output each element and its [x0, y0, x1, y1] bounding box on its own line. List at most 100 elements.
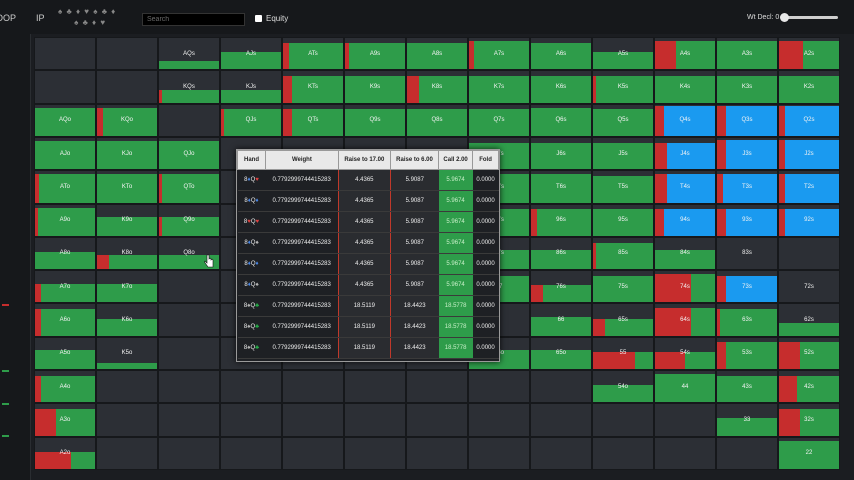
grid-cell[interactable]: 94s — [654, 203, 716, 237]
grid-cell[interactable]: QTo — [158, 170, 220, 204]
grid-cell[interactable]: AJo — [34, 136, 96, 171]
grid-cell[interactable]: 54o — [592, 370, 654, 404]
grid-cell[interactable]: 33 — [716, 403, 778, 437]
grid-cell[interactable]: 53s — [716, 336, 778, 371]
grid-cell[interactable]: 32s — [778, 403, 840, 437]
grid-cell[interactable]: A4o — [34, 370, 96, 404]
grid-cell[interactable] — [96, 370, 158, 404]
grid-cell[interactable] — [282, 436, 344, 470]
grid-cell[interactable] — [158, 270, 220, 304]
grid-cell[interactable]: 96s — [530, 203, 592, 237]
grid-cell[interactable]: K3s — [716, 70, 778, 104]
grid-cell[interactable]: AJs — [220, 37, 282, 71]
grid-cell[interactable]: 73s — [716, 270, 778, 304]
grid-cell[interactable] — [654, 436, 716, 470]
grid-cell[interactable]: K5s — [592, 70, 654, 104]
suit-filter-icons[interactable]: ♠ ♣ ♦ ♥ ♠ ♣ ♦ ♠ ♣ ♦ ♥ — [58, 7, 117, 27]
grid-cell[interactable]: A6s — [530, 37, 592, 71]
grid-cell[interactable] — [158, 403, 220, 437]
grid-cell[interactable]: T4s — [654, 170, 716, 204]
grid-cell[interactable] — [592, 403, 654, 437]
grid-cell[interactable]: 72s — [778, 270, 840, 304]
grid-cell[interactable] — [158, 370, 220, 404]
grid-cell[interactable]: 85s — [592, 236, 654, 271]
grid-cell[interactable] — [96, 403, 158, 437]
grid-cell[interactable]: 52s — [778, 336, 840, 371]
grid-cell[interactable]: K7o — [96, 270, 158, 304]
grid-cell[interactable]: 54s — [654, 336, 716, 371]
grid-cell[interactable]: J5s — [592, 136, 654, 171]
grid-cell[interactable]: KTs — [282, 70, 344, 104]
grid-cell[interactable]: K9o — [96, 203, 158, 237]
grid-cell[interactable]: T5s — [592, 170, 654, 204]
grid-cell[interactable] — [468, 436, 530, 470]
grid-cell[interactable]: K7s — [468, 70, 530, 104]
grid-cell[interactable]: Q5s — [592, 103, 654, 137]
grid-cell[interactable]: A4s — [654, 37, 716, 71]
grid-cell[interactable]: J4s — [654, 136, 716, 171]
grid-cell[interactable]: 22 — [778, 436, 840, 470]
grid-cell[interactable]: A9s — [344, 37, 406, 71]
grid-cell[interactable]: 65s — [592, 303, 654, 337]
grid-cell[interactable] — [654, 403, 716, 437]
grid-cell[interactable]: AQo — [34, 103, 96, 137]
table-row[interactable]: 8♠Q♣ 0.7792999744415283 18.5119 18.4423 18.5… — [237, 337, 499, 359]
grid-cell[interactable]: J6s — [530, 136, 592, 171]
grid-cell[interactable]: 93s — [716, 203, 778, 237]
grid-cell[interactable]: 84s — [654, 236, 716, 271]
grid-cell[interactable]: Q7s — [468, 103, 530, 137]
grid-cell[interactable]: QJs — [220, 103, 282, 137]
grid-cell[interactable] — [158, 303, 220, 337]
equity-checkbox[interactable]: Equity — [255, 14, 288, 23]
grid-cell[interactable]: K9s — [344, 70, 406, 104]
grid-cell[interactable] — [468, 403, 530, 437]
grid-cell[interactable]: K2s — [778, 70, 840, 104]
grid-cell[interactable]: A7s — [468, 37, 530, 71]
grid-cell[interactable]: A9o — [34, 203, 96, 237]
grid-cell[interactable] — [592, 436, 654, 470]
grid-cell[interactable] — [468, 370, 530, 404]
grid-cell[interactable]: ATs — [282, 37, 344, 71]
slider-knob[interactable] — [780, 13, 789, 22]
table-row[interactable]: 8♠Q♣ 0.7792999744415283 18.5119 18.4423 18.5… — [237, 316, 499, 338]
grid-cell[interactable]: 55 — [592, 336, 654, 371]
grid-cell[interactable] — [158, 103, 220, 137]
grid-cell[interactable]: Q9s — [344, 103, 406, 137]
grid-cell[interactable] — [344, 403, 406, 437]
grid-cell[interactable]: K5o — [96, 336, 158, 371]
grid-cell[interactable]: Q2s — [778, 103, 840, 137]
grid-cell[interactable]: J2s — [778, 136, 840, 171]
grid-cell[interactable]: K6o — [96, 303, 158, 337]
grid-cell[interactable]: A2s — [778, 37, 840, 71]
grid-cell[interactable] — [530, 436, 592, 470]
grid-cell[interactable] — [344, 436, 406, 470]
table-row[interactable]: 8♠Q♣ 0.7792999744415283 18.5119 18.4423 18.5… — [237, 295, 499, 317]
grid-cell[interactable]: 62s — [778, 303, 840, 337]
grid-cell[interactable]: KQs — [158, 70, 220, 104]
grid-cell[interactable]: Q3s — [716, 103, 778, 137]
grid-cell[interactable]: 83s — [716, 236, 778, 271]
grid-cell[interactable]: QTs — [282, 103, 344, 137]
grid-cell[interactable]: 43s — [716, 370, 778, 404]
grid-cell[interactable]: T6s — [530, 170, 592, 204]
grid-cell[interactable]: Q6s — [530, 103, 592, 137]
grid-cell[interactable] — [530, 403, 592, 437]
grid-cell[interactable]: A3s — [716, 37, 778, 71]
grid-cell[interactable] — [220, 403, 282, 437]
grid-cell[interactable] — [406, 436, 468, 470]
table-row[interactable]: 8♦Q♦ 0.7792999744415283 4.4365 5.9087 5.9674… — [237, 190, 499, 212]
grid-cell[interactable]: 86s — [530, 236, 592, 271]
grid-cell[interactable] — [158, 436, 220, 470]
search-input[interactable] — [142, 13, 245, 26]
grid-cell[interactable] — [96, 37, 158, 71]
grid-cell[interactable] — [282, 403, 344, 437]
weight-slider[interactable] — [780, 13, 838, 22]
grid-cell[interactable] — [530, 370, 592, 404]
grid-cell[interactable]: K4s — [654, 70, 716, 104]
grid-cell[interactable] — [96, 436, 158, 470]
grid-cell[interactable]: J3s — [716, 136, 778, 171]
grid-cell[interactable] — [220, 370, 282, 404]
grid-cell[interactable]: A2o — [34, 436, 96, 470]
grid-cell[interactable] — [220, 436, 282, 470]
table-row[interactable]: 8♦Q♦ 0.7792999744415283 4.4365 5.9087 5.9674… — [237, 253, 499, 275]
